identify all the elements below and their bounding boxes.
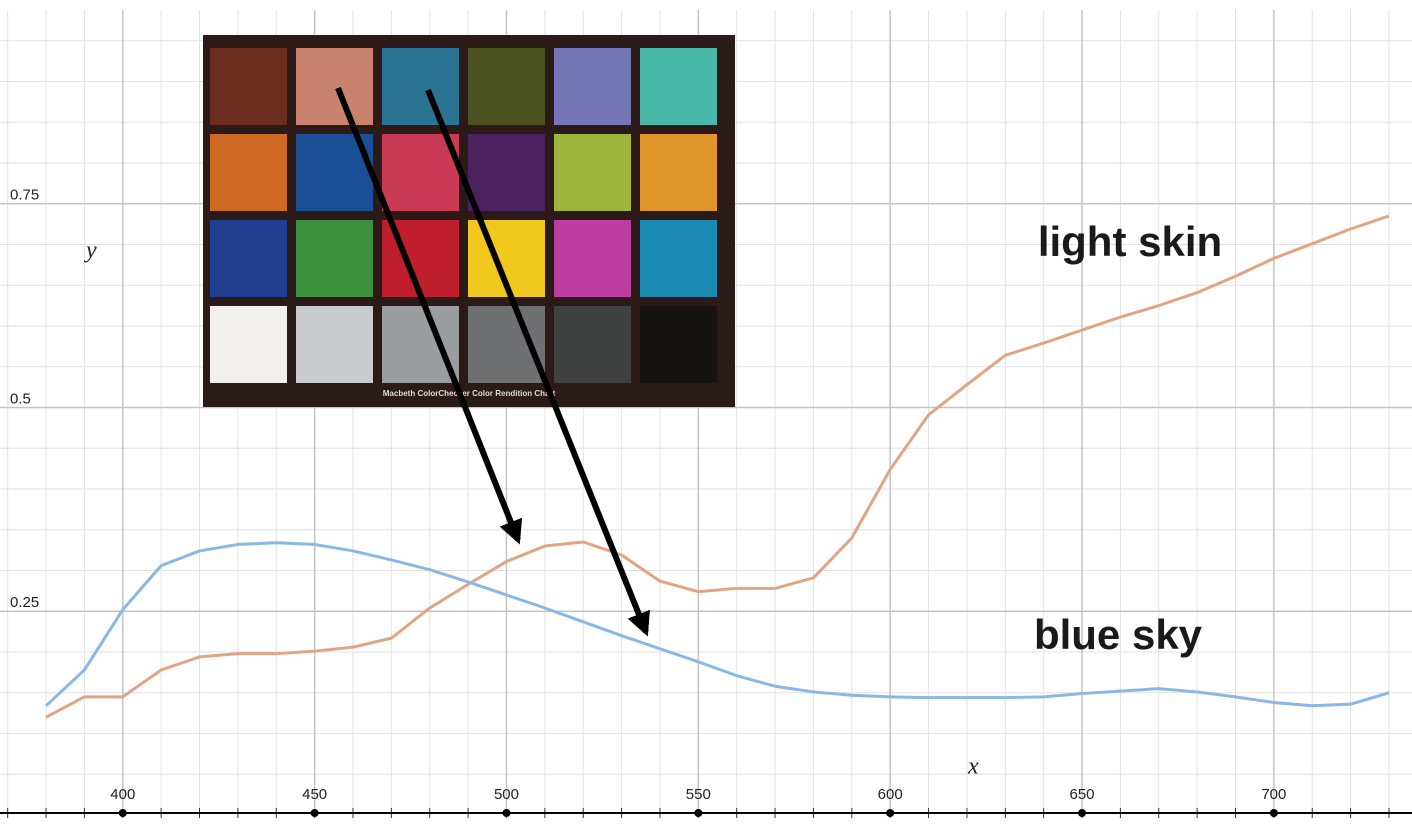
x-tick-label: 600 [878, 786, 903, 803]
y-tick-label: 0.25 [10, 594, 39, 611]
color-patch [554, 220, 631, 297]
x-tick-label: 400 [110, 786, 135, 803]
arrow [425, 88, 650, 637]
series-line [45, 541, 1390, 708]
x-tick-label: 550 [686, 786, 711, 803]
color-patch [640, 220, 717, 297]
color-patch [296, 220, 373, 297]
color-patch [382, 48, 459, 125]
x-tick-label: 700 [1261, 786, 1286, 803]
y-axis-label: y [84, 238, 97, 264]
color-patch [210, 48, 287, 125]
color-patch [640, 48, 717, 125]
x-tick-label: 450 [302, 786, 327, 803]
color-patch [296, 48, 373, 125]
x-tick-label: 500 [494, 786, 519, 803]
color-patch [468, 134, 545, 211]
color-patch [382, 134, 459, 211]
color-patch [640, 306, 717, 383]
color-patch [210, 306, 287, 383]
color-patch [640, 134, 717, 211]
arrow [335, 86, 523, 545]
color-patch [468, 48, 545, 125]
series-line [45, 214, 1390, 719]
series-annotation: light skin [1038, 218, 1222, 265]
x-tick-label: 650 [1070, 786, 1095, 803]
series-annotation: blue sky [1034, 611, 1203, 658]
color-patch [210, 134, 287, 211]
color-patch [554, 134, 631, 211]
color-checker: Macbeth ColorChecker Color Rendition Cha… [203, 35, 735, 407]
x-axis-label: x [967, 754, 979, 780]
color-patch [554, 48, 631, 125]
color-patch [210, 220, 287, 297]
y-tick-label: 0.5 [10, 390, 31, 407]
y-tick-label: 0.75 [10, 187, 39, 204]
color-patch [296, 306, 373, 383]
checker-caption: Macbeth ColorChecker Color Rendition Cha… [383, 389, 556, 398]
color-patch [554, 306, 631, 383]
color-patch [382, 306, 459, 383]
